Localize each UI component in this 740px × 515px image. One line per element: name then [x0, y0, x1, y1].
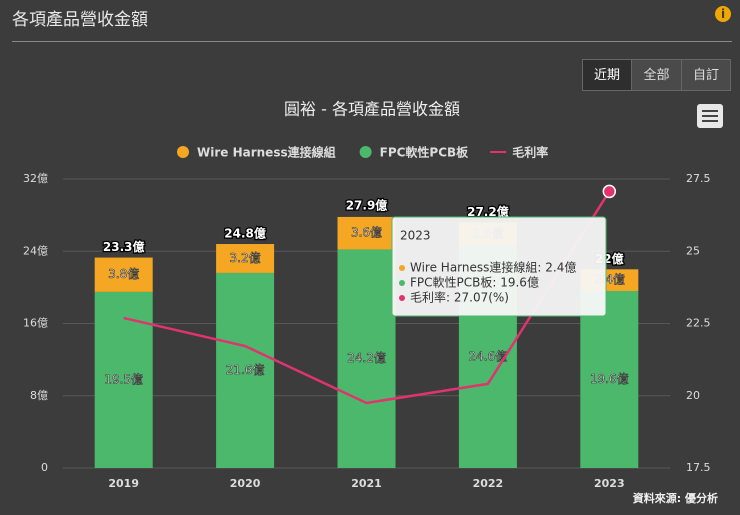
tooltip-line: Wire Harness連接線組: 2.4億	[410, 260, 576, 275]
bar	[337, 249, 396, 468]
tooltip-line: FPC軟性PCB板: 19.6億	[410, 275, 539, 290]
bar-label: 3.2億	[230, 251, 261, 265]
bar-label: 19.6億	[590, 372, 629, 386]
tooltip-dot	[399, 280, 405, 286]
legend-symbol	[177, 146, 189, 158]
x-tick-label: 2022	[473, 477, 504, 490]
bar	[216, 272, 275, 468]
tooltip-dot	[399, 265, 405, 271]
y2-tick-label: 17.5	[686, 461, 711, 474]
y-tick-label: 16億	[23, 317, 48, 330]
widget-title: 各項產品營收金額	[12, 10, 148, 30]
range-button[interactable]: 近期	[582, 59, 632, 91]
tooltip-line: 毛利率: 27.07(%)	[410, 290, 509, 305]
legend-symbol	[359, 146, 372, 158]
chart-title: 圓裕 - 各項產品營收金額	[284, 100, 460, 119]
total-label: 23.3億	[103, 239, 145, 254]
menu-button[interactable]	[697, 104, 723, 128]
total-label: 27.2億	[467, 204, 509, 219]
tooltip-title: 2023	[400, 229, 431, 243]
bar	[337, 216, 396, 250]
bar-label: 24.2億	[347, 351, 386, 365]
y-tick-label: 32億	[23, 172, 48, 185]
total-label: 24.8億	[224, 226, 266, 241]
bar-label: 24.6億	[469, 349, 508, 363]
hover-marker	[602, 184, 617, 199]
divider	[12, 41, 732, 42]
legend-label: Wire Harness連接線組	[197, 145, 336, 160]
tooltip-box	[391, 216, 607, 317]
bar	[94, 257, 153, 292]
total-label: 27.9億	[346, 198, 388, 213]
x-tick-label: 2023	[594, 477, 625, 490]
y2-tick-label: 20	[686, 389, 700, 402]
bar-label: 19.5億	[104, 372, 143, 386]
bar	[216, 244, 275, 273]
tooltip-dot	[399, 295, 405, 301]
bar-label: 3.8億	[108, 267, 139, 281]
source: 資料來源: 優分析	[632, 492, 718, 505]
bar	[580, 290, 639, 468]
range-button[interactable]: 自訂	[681, 59, 731, 91]
y2-tick-label: 25	[686, 244, 700, 257]
bar-label: 21.6億	[226, 363, 265, 377]
info-icon[interactable]: i	[715, 6, 731, 22]
bar-label: 3.6億	[351, 226, 382, 240]
y-tick-label: 0	[41, 461, 48, 474]
y-tick-label: 8億	[30, 389, 48, 402]
y2-tick-label: 22.5	[686, 317, 711, 330]
line	[123, 190, 611, 405]
x-tick-label: 2019	[108, 477, 139, 490]
x-tick-label: 2020	[230, 477, 261, 490]
legend-label: 毛利率	[512, 145, 548, 160]
y2-tick-label: 27.5	[686, 172, 711, 185]
legend-label: FPC軟性PCB板	[380, 145, 470, 160]
y-tick-label: 24億	[23, 244, 48, 257]
x-tick-label: 2021	[351, 477, 382, 490]
